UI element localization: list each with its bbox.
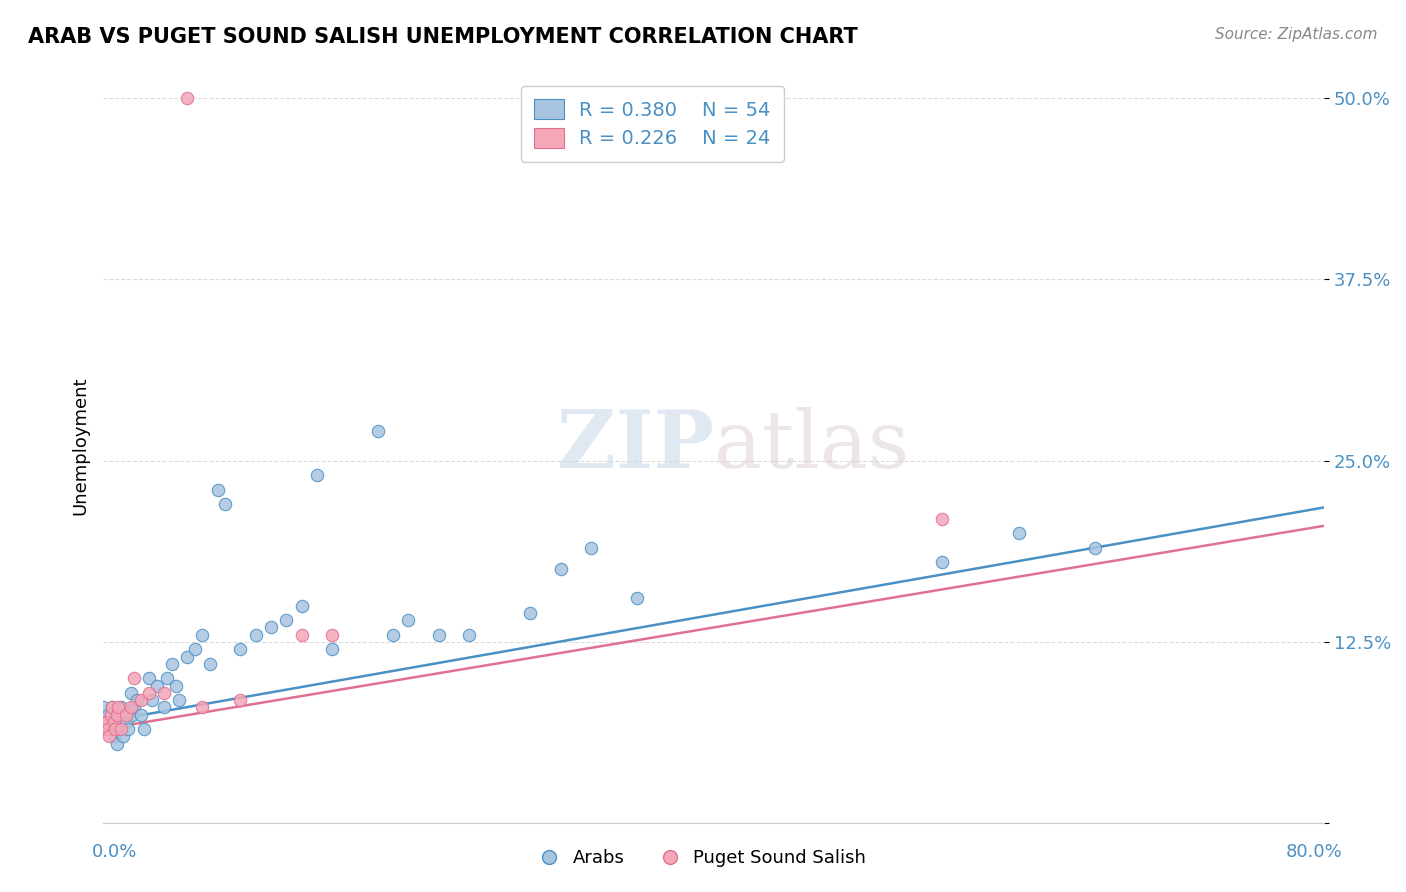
Y-axis label: Unemployment: Unemployment [72,376,89,516]
Text: atlas: atlas [713,407,908,485]
Point [120,700,142,714]
Point [121,707,143,722]
Text: 80.0%: 80.0% [1286,843,1343,861]
Point [305,468,328,483]
Point [519,606,541,620]
Point [931,511,953,525]
Point [176,649,198,664]
Point [176,90,198,104]
Point [382,628,405,642]
Point [91,700,114,714]
Point [97,722,120,736]
Point [229,693,252,707]
Point [96,714,118,729]
Point [145,679,167,693]
Point [96,714,118,729]
Point [105,707,128,722]
Point [165,679,187,693]
Point [198,657,221,671]
Point [103,730,125,744]
Point [117,722,139,736]
Point [1084,541,1107,555]
Point [101,700,124,714]
Point [156,671,179,685]
Point [129,707,152,722]
Point [183,642,205,657]
Point [134,722,156,736]
Point [229,642,252,657]
Point [103,714,125,729]
Point [153,700,176,714]
Point [214,497,236,511]
Point [110,700,132,714]
Point [97,707,120,722]
Legend: R = 0.380    N = 54, R = 0.226    N = 24: R = 0.380 N = 54, R = 0.226 N = 24 [520,86,785,161]
Point [321,628,343,642]
Point [100,714,122,729]
Point [191,700,214,714]
Text: Source: ZipAtlas.com: Source: ZipAtlas.com [1215,27,1378,42]
Point [108,714,131,729]
Point [207,483,229,497]
Point [100,707,122,722]
Point [115,714,138,729]
Point [104,722,127,736]
Point [160,657,183,671]
Point [141,693,163,707]
Point [105,737,128,751]
Point [125,693,148,707]
Text: 0.0%: 0.0% [91,843,136,861]
Point [367,425,389,439]
Point [550,562,572,576]
Point [98,730,121,744]
Point [290,599,312,613]
Point [427,628,450,642]
Point [321,642,343,657]
Text: ZIP: ZIP [557,407,713,485]
Point [101,700,124,714]
Legend: Arabs, Puget Sound Salish: Arabs, Puget Sound Salish [533,842,873,874]
Point [191,628,214,642]
Point [93,722,115,736]
Point [115,707,138,722]
Point [396,613,419,627]
Point [107,722,129,736]
Point [138,686,160,700]
Text: ARAB VS PUGET SOUND SALISH UNEMPLOYMENT CORRELATION CHART: ARAB VS PUGET SOUND SALISH UNEMPLOYMENT … [28,27,858,46]
Point [153,686,176,700]
Point [91,714,114,729]
Point [122,671,145,685]
Point [290,628,312,642]
Point [581,541,603,555]
Point [138,671,160,685]
Point [931,555,953,569]
Point [245,628,267,642]
Point [260,620,283,634]
Point [276,613,298,627]
Point [107,700,129,714]
Point [626,591,648,606]
Point [458,628,481,642]
Point [120,686,142,700]
Point [169,693,191,707]
Point [122,700,145,714]
Point [98,722,121,736]
Point [111,730,134,744]
Point [1008,526,1031,541]
Point [129,693,152,707]
Point [104,722,127,736]
Point [110,722,132,736]
